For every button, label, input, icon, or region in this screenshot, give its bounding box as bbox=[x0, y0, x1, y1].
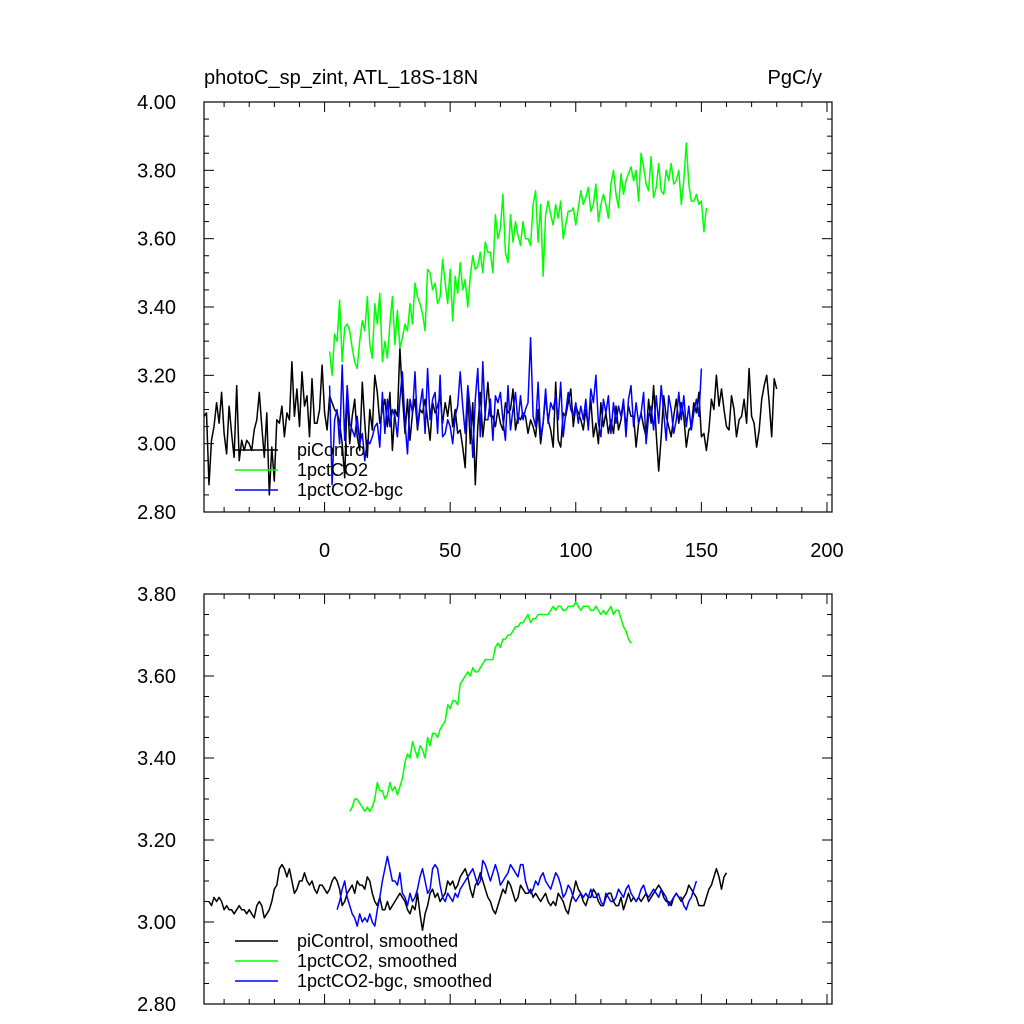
y-tick-label: 2.80 bbox=[137, 994, 176, 1016]
y-tick-label: 3.40 bbox=[137, 748, 176, 770]
series-line-1pctco2-smoothed bbox=[349, 601, 632, 813]
panel-smoothed: 2.80 3.00 3.20 3.40 3.60 3.80 piControl, smoot… bbox=[137, 584, 833, 1016]
y-tick-label: 3.20 bbox=[137, 830, 176, 852]
series-line-1pctco2-bgc bbox=[328, 336, 703, 486]
x-tick-label: 50 bbox=[439, 540, 461, 562]
chart-units-label: PgC/y bbox=[768, 67, 822, 89]
y-tick-label: 4.00 bbox=[137, 92, 176, 114]
series-line-1pctco2 bbox=[328, 142, 708, 377]
y-tick-label: 3.60 bbox=[137, 666, 176, 688]
x-tick-label: 100 bbox=[559, 540, 592, 562]
y-tick-label: 3.20 bbox=[137, 365, 176, 387]
x-tick-label: 150 bbox=[685, 540, 718, 562]
legend-label: 1pctCO2 bbox=[297, 460, 368, 480]
y-tick-label: 3.60 bbox=[137, 229, 176, 251]
y-tick-label: 3.80 bbox=[137, 584, 176, 606]
x-tick-label: 0 bbox=[319, 540, 330, 562]
legend-label: 1pctCO2-bgc, smoothed bbox=[297, 971, 492, 991]
series-line-picontrol bbox=[204, 347, 778, 496]
series-line-1pctco2-bgc-smoothed bbox=[336, 855, 698, 927]
panel-raw: 2.80 3.00 3.20 3.40 3.60 3.80 4.00 0 50 100 150 200… bbox=[137, 92, 844, 562]
x-tick-label: 200 bbox=[810, 540, 843, 562]
legend-label: piControl, smoothed bbox=[297, 931, 458, 951]
legend-label: piControl bbox=[297, 440, 369, 460]
legend-label: 1pctCO2-bgc bbox=[297, 480, 403, 500]
y-tick-label: 3.40 bbox=[137, 297, 176, 319]
legend-label: 1pctCO2, smoothed bbox=[297, 951, 457, 971]
y-tick-label: 2.80 bbox=[137, 502, 176, 524]
chart-title: photoC_sp_zint, ATL_18S-18N bbox=[204, 67, 478, 89]
y-tick-label: 3.80 bbox=[137, 160, 176, 182]
y-tick-label: 3.00 bbox=[137, 434, 176, 456]
y-tick-label: 3.00 bbox=[137, 912, 176, 934]
